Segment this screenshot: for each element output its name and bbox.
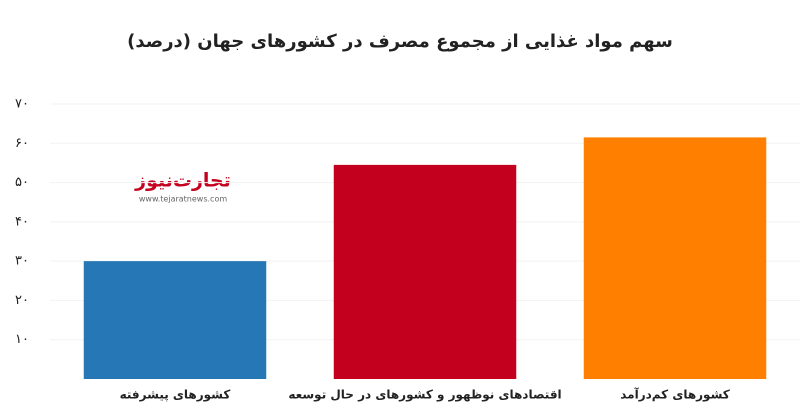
bar	[583, 137, 767, 379]
bar	[83, 261, 267, 379]
y-tick-label: ۴۰	[15, 214, 29, 229]
y-tick-label: ۵۰	[15, 175, 29, 190]
watermark-logo: تجارت‌نیوز	[134, 170, 231, 192]
x-tick-label: کشورهای پیشرفته	[120, 388, 231, 403]
y-tick-label: ۳۰	[15, 254, 29, 269]
x-tick-label: کشورهای کم‌درآمد	[620, 387, 730, 403]
y-tick-label: ۷۰	[15, 97, 29, 112]
y-tick-label: ۶۰	[15, 136, 29, 151]
y-tick-label: ۲۰	[15, 293, 29, 308]
x-tick-label: اقتصادهای نوظهور و کشورهای در حال توسعه	[288, 388, 561, 403]
watermark-url: www.tejaratnews.com	[139, 195, 227, 204]
bar	[333, 164, 517, 379]
chart-title: سهم مواد غذایی از مجموع مصرف در کشورهای …	[127, 31, 673, 52]
y-tick-label: ۱۰	[15, 332, 29, 347]
